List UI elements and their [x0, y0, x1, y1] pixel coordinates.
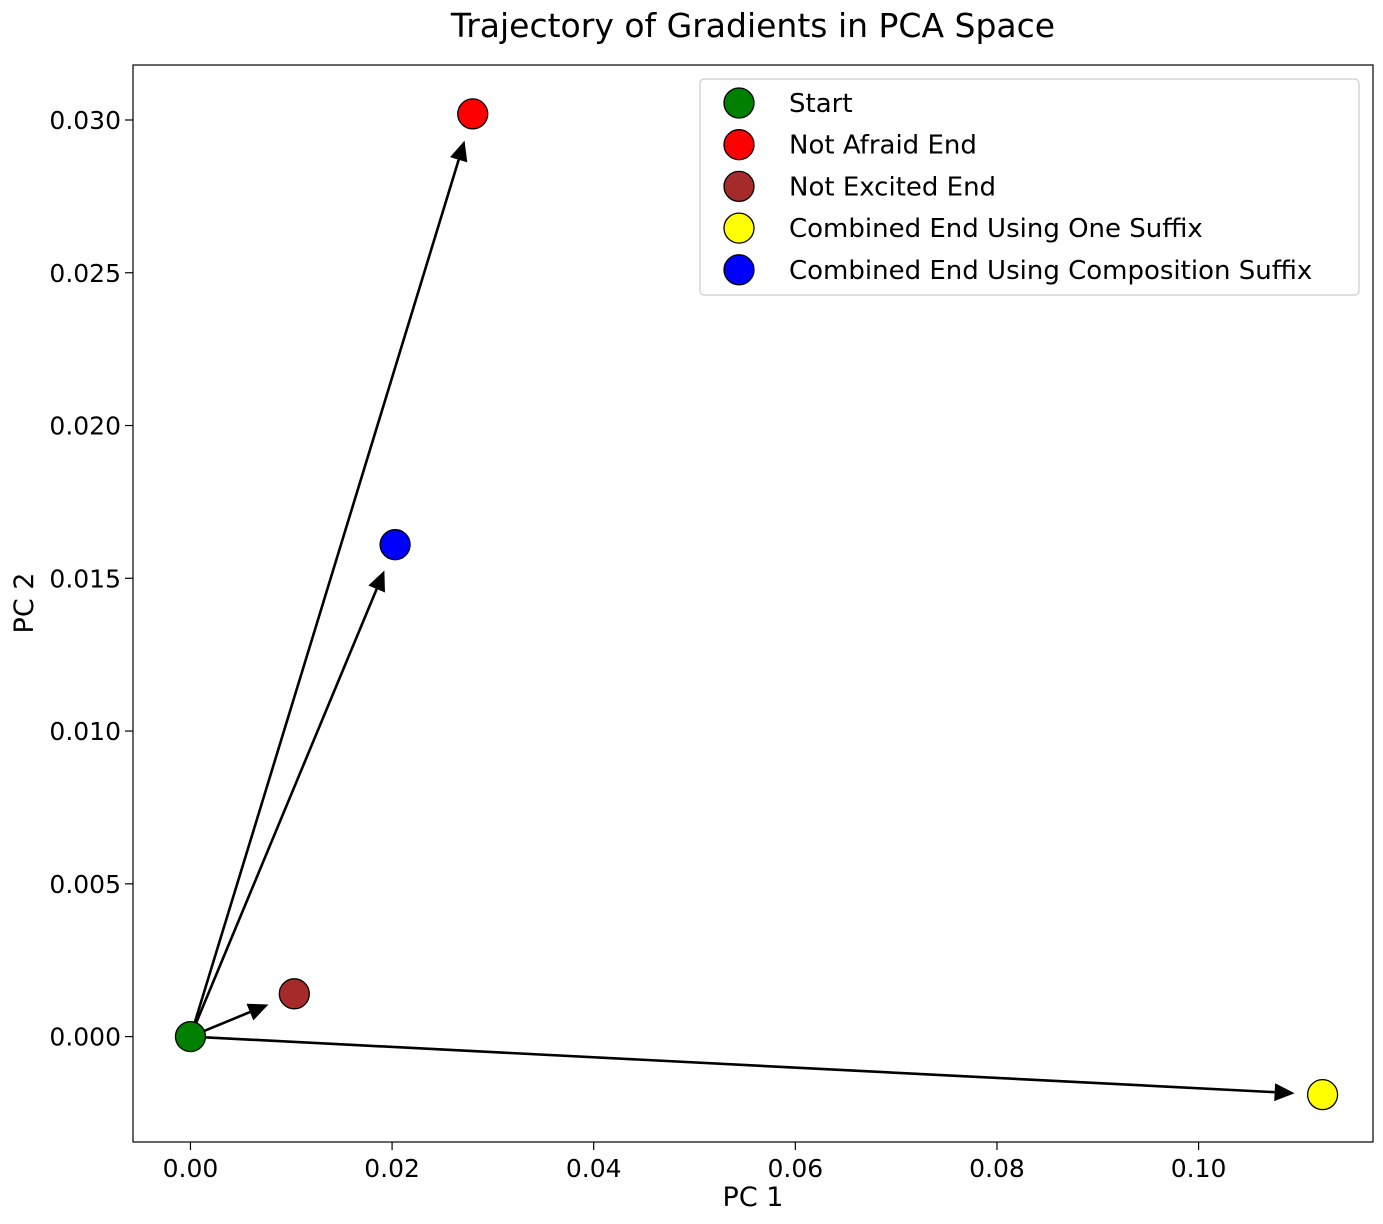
chart-title: Trajectory of Gradients in PCA Space — [450, 6, 1055, 45]
arrow-head — [246, 1003, 269, 1021]
arrow-shaft — [190, 159, 460, 1034]
legend-label: Start — [789, 89, 853, 119]
legend-marker — [723, 129, 755, 161]
y-tick-label: 0.010 — [49, 717, 121, 746]
arrow-shaft — [194, 1035, 1275, 1094]
legend-label: Combined End Using One Suffix — [789, 214, 1203, 244]
y-tick-label: 0.025 — [49, 259, 121, 288]
legend: Start Not Afraid End Not Excited End Combin… — [699, 78, 1360, 296]
y-axis-label: PC 2 — [9, 573, 40, 634]
y-tick-label: 0.015 — [49, 564, 121, 593]
x-tick-label: 0.10 — [1171, 1154, 1227, 1183]
point-start — [174, 1020, 207, 1053]
legend-item-combined-end-using-composition-suffix: Combined End Using Composition Suffix — [723, 254, 1312, 286]
arrow-combined-end-using-composition-suffix — [190, 570, 385, 1034]
plot-frame — [132, 64, 1374, 1143]
legend-marker — [723, 254, 755, 286]
points-layer — [174, 98, 1339, 1111]
arrow-shaft — [190, 588, 378, 1034]
y-tick-label: 0.000 — [49, 1023, 121, 1052]
arrow-head — [1274, 1083, 1295, 1102]
point-combined-end-using-composition-suffix — [379, 529, 411, 561]
arrow-combined-end-using-one-suffix — [194, 1035, 1295, 1102]
y-tick-label: 0.005 — [49, 870, 121, 899]
y-tick-label: 0.030 — [49, 106, 121, 135]
y-axis-ticks: 0.000 0.005 0.010 0.015 0.020 0.025 0.030 — [49, 106, 133, 1052]
x-tick-label: 0.02 — [364, 1154, 420, 1183]
arrows-layer — [190, 140, 1295, 1102]
arrow-not-afraid-end — [190, 140, 468, 1034]
legend-item-not-afraid-end: Not Afraid End — [723, 129, 977, 161]
legend-label: Not Afraid End — [789, 131, 977, 161]
x-tick-label: 0.04 — [566, 1154, 622, 1183]
x-axis-label: PC 1 — [723, 1182, 784, 1213]
legend-item-not-excited-end: Not Excited End — [723, 170, 996, 203]
legend-marker — [723, 212, 755, 244]
legend-label: Combined End Using Composition Suffix — [789, 256, 1312, 286]
arrow-head — [450, 140, 468, 163]
point-not-excited-end — [278, 978, 310, 1010]
y-tick-label: 0.020 — [49, 412, 121, 441]
x-axis-ticks: 0.00 0.02 0.04 0.06 0.08 0.10 — [163, 1142, 1227, 1183]
x-tick-label: 0.00 — [163, 1154, 219, 1183]
point-combined-end-using-one-suffix — [1306, 1078, 1339, 1111]
x-tick-label: 0.06 — [768, 1154, 824, 1183]
legend-item-start: Start — [723, 87, 853, 119]
point-not-afraid-end — [457, 98, 489, 130]
legend-marker — [723, 170, 755, 203]
legend-marker — [723, 87, 755, 119]
legend-frame — [699, 78, 1360, 296]
x-tick-label: 0.08 — [969, 1154, 1025, 1183]
legend-label: Not Excited End — [789, 172, 996, 202]
legend-item-combined-end-using-one-suffix: Combined End Using One Suffix — [723, 212, 1203, 244]
arrow-head — [368, 570, 385, 593]
arrow-not-excited-end — [193, 1003, 269, 1037]
